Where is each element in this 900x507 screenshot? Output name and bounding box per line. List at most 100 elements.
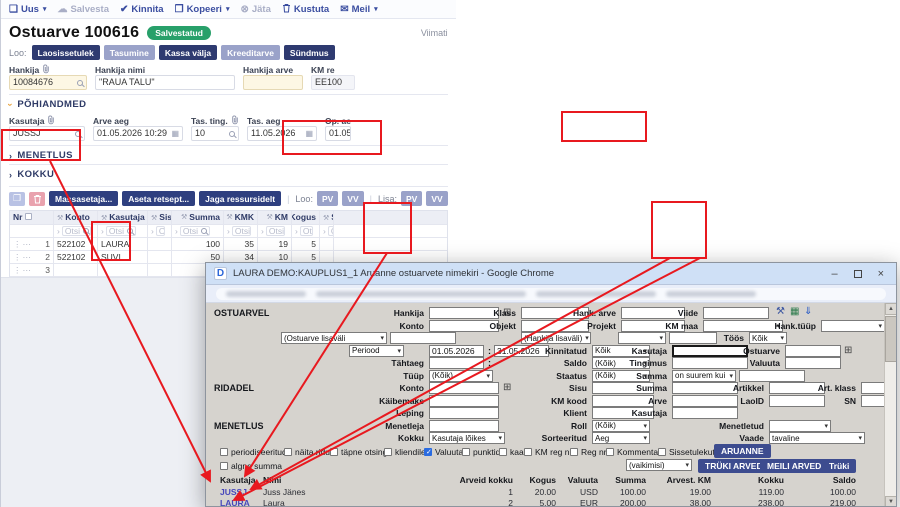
report-user-link[interactable]: JUSSJ — [220, 487, 247, 497]
filter-input[interactable]: Otsi — [327, 226, 333, 236]
filter-input[interactable]: Otsi — [155, 226, 165, 236]
scroll-thumb[interactable] — [885, 316, 896, 362]
create-kassavlja-button[interactable]: Kassa välja — [158, 45, 218, 60]
form-input[interactable] — [785, 344, 841, 357]
checkbox-kommentaar[interactable]: Kommentaar — [606, 447, 666, 457]
form-select[interactable]: (Hankija lisaväli) ▾ — [521, 332, 591, 344]
create-laosissetulek-button[interactable]: Laosissetulek — [31, 45, 100, 60]
field-input[interactable]: JUSSJ — [9, 126, 85, 141]
cell-sisu[interactable] — [148, 264, 172, 276]
delete-row-button[interactable] — [29, 191, 45, 206]
header-kmk[interactable]: ⚒KMK — [224, 211, 258, 224]
cell-kasutaja[interactable] — [98, 264, 148, 276]
form-select[interactable]: Periood ▾ — [349, 344, 404, 357]
filter-sisu[interactable]: ›Otsi — [148, 225, 172, 237]
cell-sisu[interactable] — [148, 238, 172, 250]
checkbox-kaal[interactable]: kaal — [499, 447, 526, 457]
form-input[interactable] — [739, 369, 805, 382]
header-summa[interactable]: ⚒Summa — [172, 211, 224, 224]
field-input[interactable]: 10 — [191, 126, 239, 141]
field-input[interactable]: EE100 — [311, 75, 355, 90]
form-select[interactable]: (Kõik) ▾ — [592, 419, 650, 432]
field-input[interactable]: 10084676 — [9, 75, 87, 90]
row-menu-icon[interactable]: ⋯ — [22, 239, 31, 249]
cell-km[interactable]: 19 — [258, 238, 292, 250]
header-sis[interactable]: ⚒Sis — [320, 211, 334, 224]
form-select[interactable]: tavaline ▾ — [769, 432, 865, 444]
form-input[interactable] — [429, 357, 484, 369]
cell-konto[interactable]: 522102 — [54, 251, 98, 263]
form-input[interactable] — [703, 307, 769, 319]
field-input[interactable]: 11.05.2026 ▦ — [247, 126, 317, 141]
tools-icon[interactable]: ⚒ — [776, 306, 785, 317]
popup-titlebar[interactable]: D LAURA DEMO:KAUPLUS1_1 Aruanne ostuarvet… — [206, 263, 896, 285]
toolbar-kopeeri-button[interactable]: ❐Kopeeri▾ — [175, 4, 230, 15]
filter-konto[interactable]: ›Otsi — [54, 225, 98, 237]
report-user-link[interactable]: LAURA — [220, 498, 250, 507]
save-icon[interactable]: ⇓ — [804, 306, 813, 317]
checkbox-kliendile[interactable]: kliendile — [384, 447, 426, 457]
minimize-button[interactable]: – — [831, 267, 838, 280]
filter-input[interactable]: Otsi — [231, 226, 251, 236]
cell-sis[interactable] — [320, 238, 334, 250]
field-input[interactable]: 01.05.2026 10:29 ▦ — [93, 126, 183, 141]
header-konto[interactable]: ⚒Konto — [54, 211, 98, 224]
header-kasutaja[interactable]: ⚒Kasutaja — [98, 211, 148, 224]
section-menetlus[interactable]: › MENETLUS — [9, 145, 448, 164]
table-row[interactable]: ⋮ ⋯ 1 522102 LAURA 100 35 19 5 — [10, 238, 447, 251]
filter-km[interactable]: ›Otsi — [258, 225, 292, 237]
scroll-down-arrow[interactable]: ▼ — [885, 496, 896, 506]
form-select[interactable]: ▾ — [821, 319, 885, 332]
toolbar-meil-button[interactable]: ✉ Meil ▾ — [340, 4, 377, 15]
aruanne-button[interactable]: ARUANNE — [714, 444, 771, 458]
filter-input[interactable]: Otsi — [179, 226, 210, 236]
filter-input[interactable]: Otsi — [265, 226, 285, 236]
form-input[interactable] — [861, 382, 885, 394]
checkbox-tpneotsing[interactable]: täpne otsing — [330, 447, 387, 457]
cell-sisu[interactable] — [148, 251, 172, 263]
filter-input[interactable]: Otsi — [61, 226, 91, 236]
cell-kasutaja[interactable]: LAURA — [98, 238, 148, 250]
section-pohiandmed[interactable]: ›PÕHIANDMED — [6, 94, 448, 113]
address-pill[interactable] — [216, 287, 886, 300]
trykiarved-button[interactable]: TRÜKI ARVED — [698, 459, 770, 473]
checkbox-kmregnr[interactable]: KM reg nr — [524, 447, 572, 457]
form-input[interactable]: 01.05.2026 — [429, 344, 484, 357]
toolbar-kinnita-button[interactable]: ✔Kinnita — [120, 4, 164, 15]
popup-scrollbar[interactable]: ▲ ▼ — [884, 303, 896, 506]
expand-plus-icon[interactable]: ⊞ — [844, 344, 853, 356]
cell-summa[interactable]: 100 — [172, 238, 224, 250]
form-input[interactable] — [785, 357, 841, 369]
checkbox-punktid[interactable]: punktid — [462, 447, 500, 457]
copy-row-button[interactable]: ❐ — [9, 191, 25, 206]
cell-konto[interactable]: 522102 — [54, 238, 98, 250]
checkbox-nitaridu[interactable]: näita ridu — [284, 447, 330, 457]
field-input[interactable]: "RAUA TALU" — [95, 75, 235, 90]
maximize-button[interactable] — [853, 269, 862, 278]
header-sisu[interactable]: ⚒Sisu — [148, 211, 172, 224]
scroll-up-arrow[interactable]: ▲ — [885, 303, 896, 315]
checkbox-regnr[interactable]: Reg nr — [570, 447, 607, 457]
form-select[interactable]: ▾ — [769, 419, 831, 432]
checkbox-periodiseeritud[interactable]: periodiseeritud — [220, 447, 287, 457]
row-menu-icon[interactable]: ⋯ — [22, 252, 31, 262]
section-kokku[interactable]: › KOKKU — [9, 164, 448, 183]
filter-summa[interactable]: ›Otsi — [172, 225, 224, 237]
form-select[interactable]: (Ostuarve lisaväli ▾ — [281, 332, 387, 344]
select-all-checkbox[interactable] — [25, 213, 33, 220]
form-input[interactable] — [672, 407, 738, 419]
massasetaja-button[interactable]: Massasetaja... — [49, 191, 119, 206]
header-km[interactable]: ⚒KM — [258, 211, 292, 224]
meiliarved-button[interactable]: MEILI ARVED — [760, 459, 829, 473]
filter-kogus[interactable]: ›Otsi — [292, 225, 320, 237]
form-select[interactable]: on suurem kui ▾ — [672, 369, 736, 382]
close-button[interactable]: × — [877, 267, 884, 280]
field-input[interactable]: 01.05 — [325, 126, 351, 141]
filter-kasutaja[interactable]: ›Otsi — [98, 225, 148, 237]
form-input[interactable] — [769, 394, 825, 407]
checkbox-algnesumma[interactable]: algne summa — [220, 461, 282, 471]
field-input[interactable] — [243, 75, 303, 90]
excel-icon[interactable]: ▦ — [790, 306, 800, 317]
cell-konto[interactable] — [54, 264, 98, 276]
checkbox-valuuta[interactable]: Valuuta — [424, 447, 463, 457]
